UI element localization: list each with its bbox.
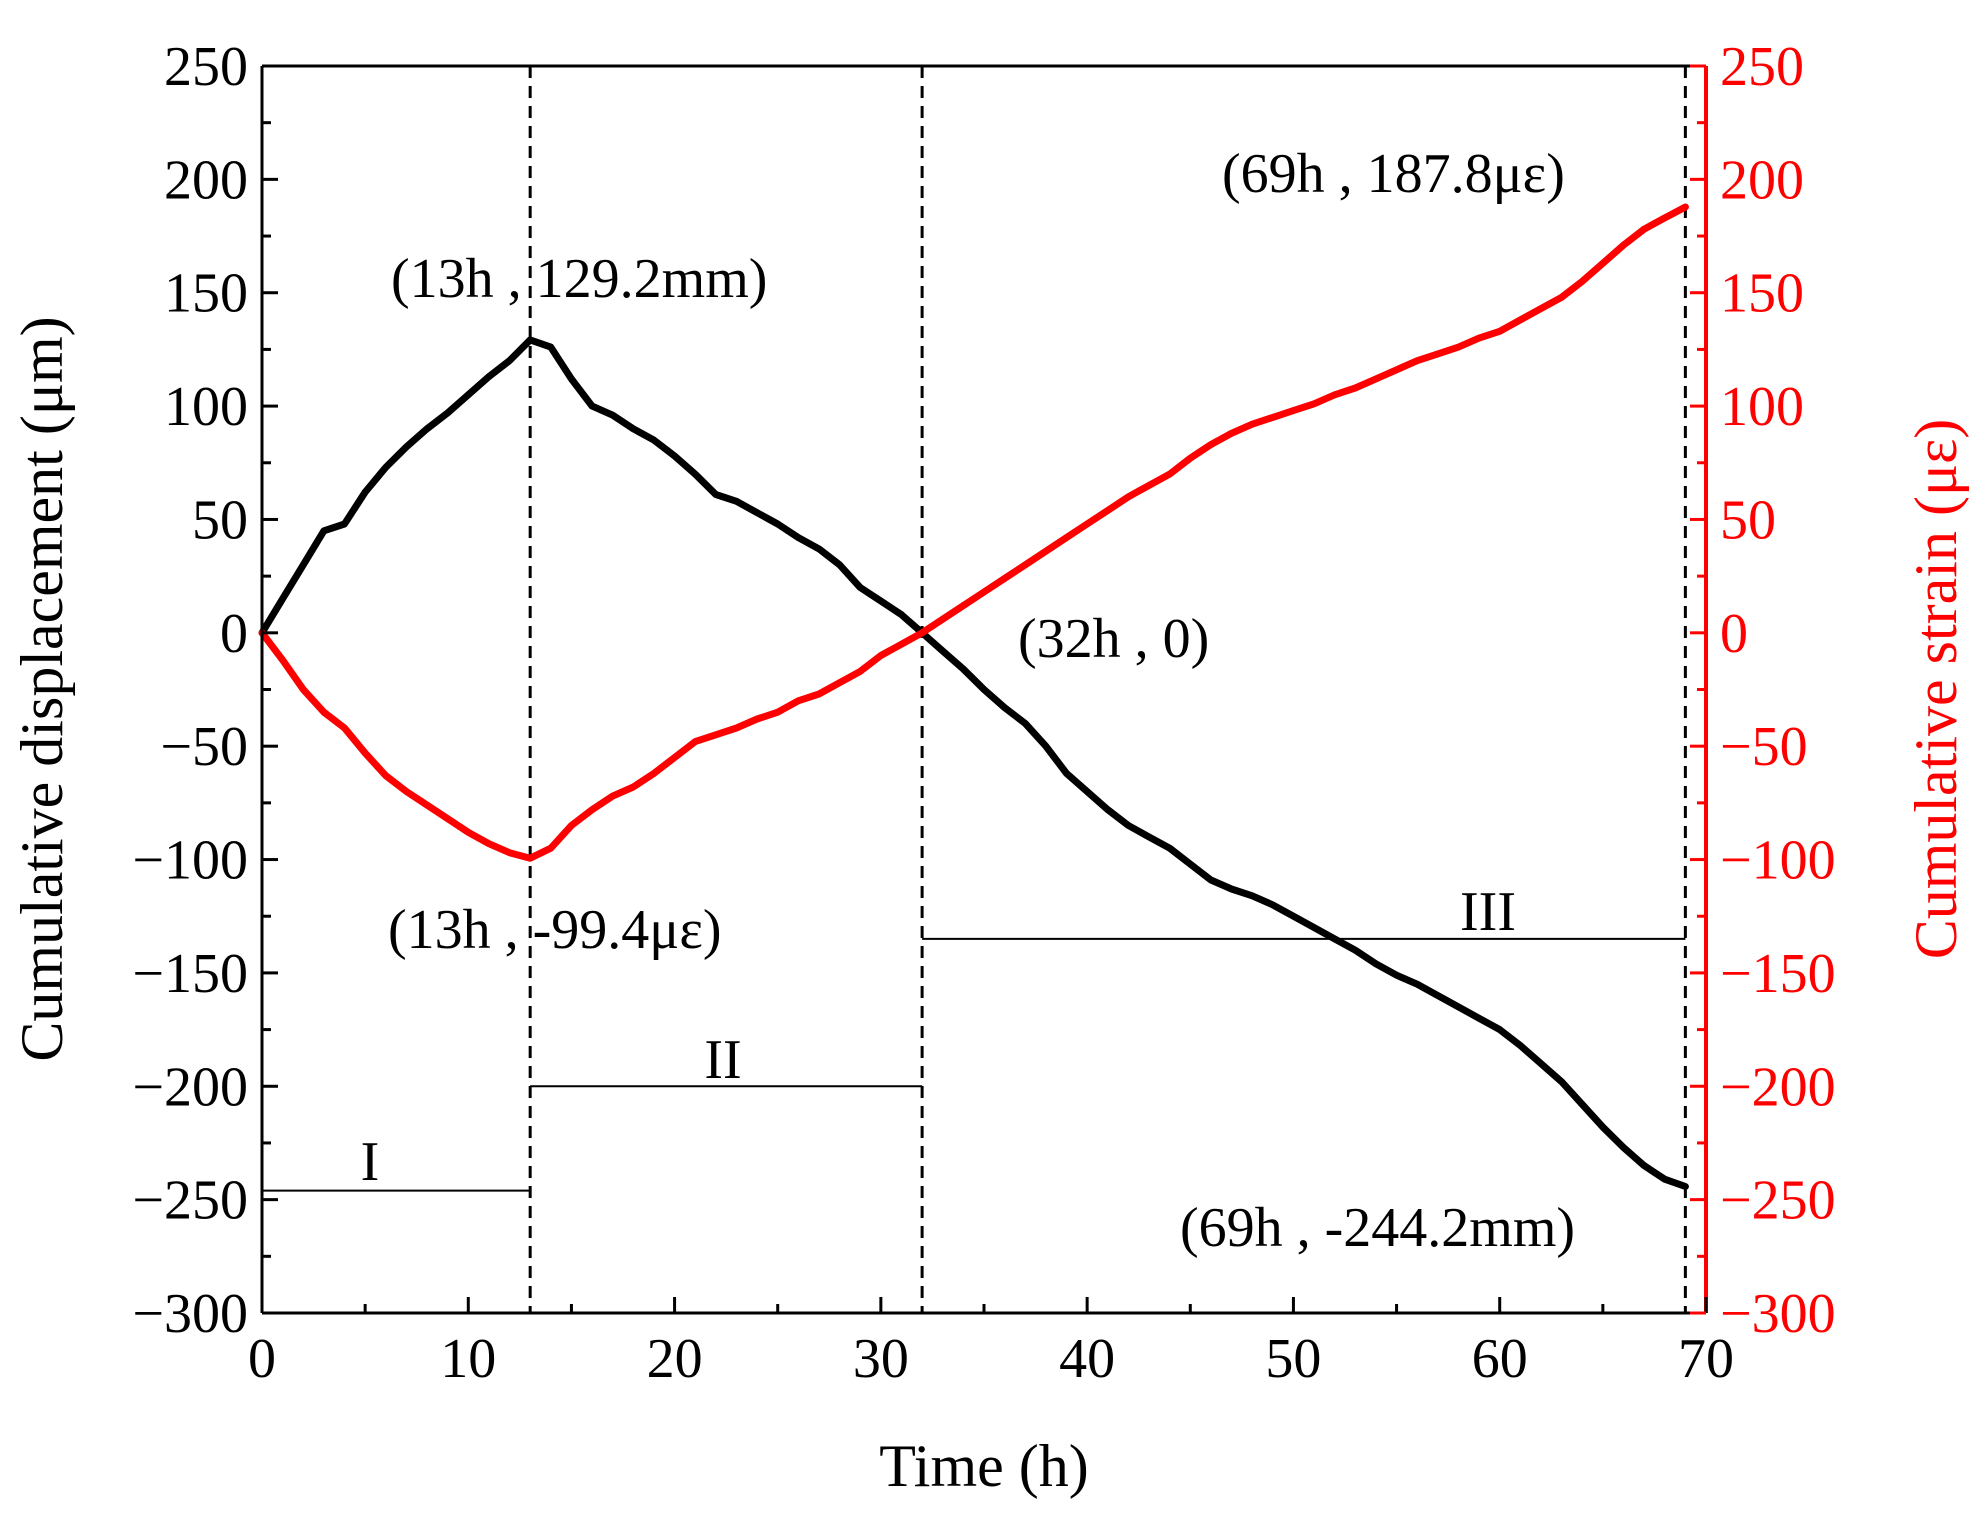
left-y-tick-label: −200 <box>132 1056 248 1118</box>
right-y-tick-label: 0 <box>1720 603 1748 665</box>
left-y-tick-label: 50 <box>192 489 248 551</box>
x-tick-label: 10 <box>440 1328 496 1390</box>
right-y-tick-label: 50 <box>1720 489 1776 551</box>
x-tick-label: 40 <box>1059 1328 1115 1390</box>
x-axis-title: Time (h) <box>879 1433 1088 1499</box>
left-y-tick-label: 200 <box>164 149 248 211</box>
left-y-tick-label: −100 <box>132 830 248 892</box>
right-y-axis-title: Cumulative strain (με) <box>1903 419 1969 960</box>
right-y-tick-label: 250 <box>1720 36 1804 98</box>
left-y-tick-label: 250 <box>164 36 248 98</box>
left-y-tick-label: −250 <box>132 1170 248 1232</box>
x-tick-label: 20 <box>647 1328 703 1390</box>
right-y-tick-label: −300 <box>1720 1283 1836 1345</box>
left-y-tick-label: 0 <box>220 603 248 665</box>
plot-area <box>258 66 1689 1313</box>
right-y-tick-label: −100 <box>1720 830 1836 892</box>
annotation-displacement-peak: (13h , 129.2mm) <box>391 248 767 310</box>
x-tick-label: 0 <box>248 1328 276 1390</box>
left-y-tick-label: −150 <box>132 943 248 1005</box>
strain-series-line <box>258 203 1689 862</box>
phase-label: III <box>1460 881 1516 943</box>
annotation-strain-end: (69h , 187.8με) <box>1222 143 1565 205</box>
left-y-tick-label: −50 <box>160 716 248 778</box>
right-y-tick-labels: 250 200 150 100 50 0 −50 −100 −150 −200 … <box>1720 36 1836 1345</box>
left-y-tick-labels: 250 200 150 100 50 0 −50 −100 −150 −200 … <box>132 36 248 1345</box>
left-y-tick-label: 150 <box>164 263 248 325</box>
right-y-tick-label: −200 <box>1720 1056 1836 1118</box>
right-y-tick-label: −50 <box>1720 716 1808 778</box>
x-tick-labels: 0 10 20 30 40 50 60 70 <box>248 1328 1734 1390</box>
phase-label: II <box>704 1029 741 1091</box>
annotation-strain-minimum: (13h , -99.4με) <box>388 899 721 961</box>
right-y-tick-label: 150 <box>1720 263 1804 325</box>
phase-label: I <box>361 1131 380 1193</box>
annotation-displacement-end: (69h , -244.2mm) <box>1180 1197 1575 1259</box>
left-y-tick-label: −300 <box>132 1283 248 1345</box>
right-y-tick-label: 100 <box>1720 376 1804 438</box>
left-y-axis-title: Cumulative displacement (μm) <box>9 316 75 1061</box>
right-y-tick-label: −250 <box>1720 1170 1836 1232</box>
left-y-tick-label: 100 <box>164 376 248 438</box>
x-tick-label: 50 <box>1265 1328 1321 1390</box>
ticks <box>260 64 1708 1315</box>
x-tick-label: 30 <box>853 1328 909 1390</box>
annotation-crossing: (32h , 0) <box>1018 608 1209 670</box>
x-tick-label: 60 <box>1472 1328 1528 1390</box>
right-y-tick-label: 200 <box>1720 149 1804 211</box>
x-tick-label: 70 <box>1678 1328 1734 1390</box>
right-y-tick-label: −150 <box>1720 943 1836 1005</box>
displacement-series-line <box>258 336 1689 1190</box>
